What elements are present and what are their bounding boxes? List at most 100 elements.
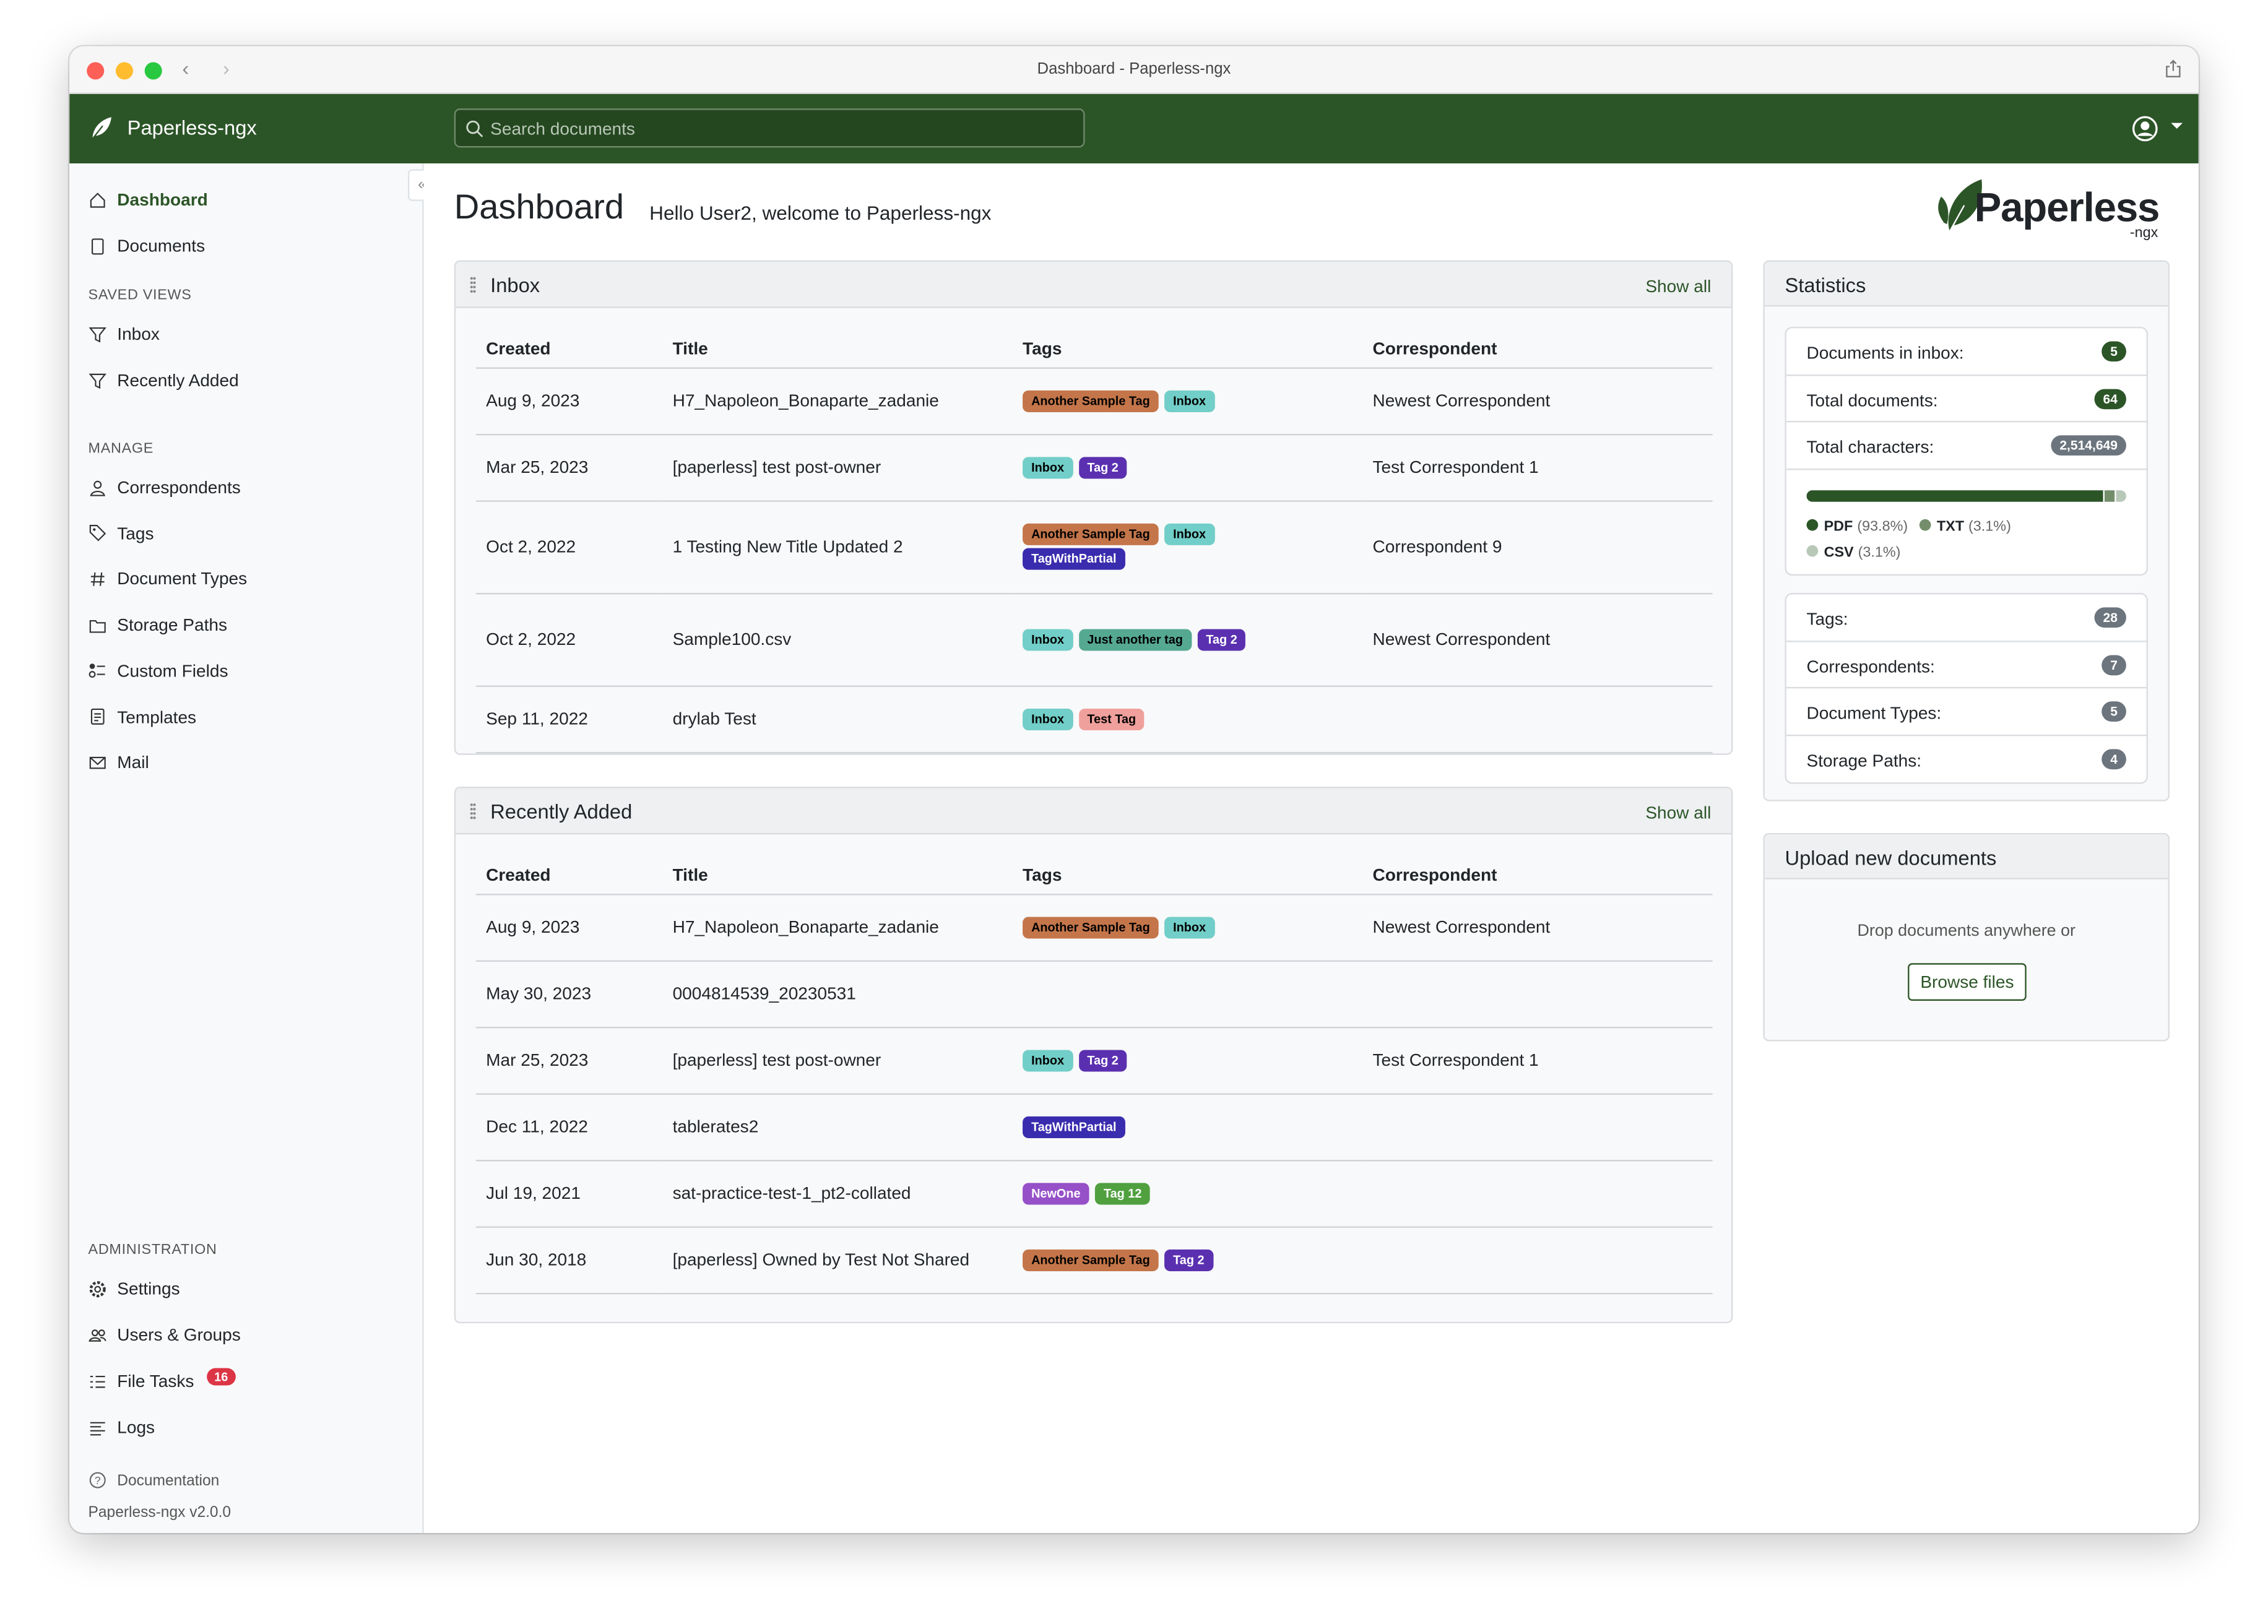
sidebar-item-tags[interactable]: Tags xyxy=(89,523,154,543)
sidebar-item-logs[interactable]: Logs xyxy=(89,1417,155,1438)
tag-badge[interactable]: Inbox xyxy=(1023,707,1073,730)
tag-badge[interactable]: TagWithPartial xyxy=(1023,1115,1125,1138)
close-window-button[interactable] xyxy=(87,62,105,80)
cell-correspondent[interactable]: Newest Correspondent xyxy=(1362,593,1713,686)
sidebar-item-storage-paths[interactable]: Storage Paths xyxy=(89,615,227,635)
tag-badge[interactable]: Inbox xyxy=(1023,628,1073,650)
cell-title[interactable]: drylab Test xyxy=(662,685,1013,753)
tag-badge[interactable]: Test Tag xyxy=(1078,707,1145,730)
sidebar-item-inbox[interactable]: Inbox xyxy=(89,324,160,344)
column-header-tags[interactable]: Tags xyxy=(1012,836,1363,895)
cell-title[interactable]: [paperless] test post-owner xyxy=(662,1027,1013,1094)
tag-badge[interactable]: Inbox xyxy=(1164,916,1215,938)
sidebar-item-recently-added[interactable]: Recently Added xyxy=(89,370,239,391)
table-row[interactable]: Oct 2, 2022 Sample100.csv Inbox Just anothe… xyxy=(475,593,1713,686)
cell-correspondent[interactable]: Newest Correspondent xyxy=(1362,894,1713,961)
tag-badge[interactable]: Inbox xyxy=(1164,389,1215,412)
table-row[interactable]: Aug 9, 2023 H7_Napoleon_Bonaparte_zadanie… xyxy=(475,367,1713,435)
tag-icon xyxy=(89,525,106,542)
column-header-correspondent[interactable]: Correspondent xyxy=(1362,309,1713,368)
cell-title[interactable]: [paperless] Owned by Test Not Shared xyxy=(662,1226,1013,1294)
cell-title[interactable]: H7_Napoleon_Bonaparte_zadanie xyxy=(662,894,1013,961)
forward-icon[interactable]: › xyxy=(222,56,230,80)
user-menu-caret-icon[interactable] xyxy=(2171,123,2183,135)
sidebar-item-settings[interactable]: Settings xyxy=(89,1279,180,1298)
tag-badge[interactable]: Another Sample Tag xyxy=(1023,523,1159,545)
cell-title[interactable]: Sample100.csv xyxy=(662,593,1013,686)
minimize-window-button[interactable] xyxy=(115,62,133,80)
search-box[interactable] xyxy=(454,108,1085,148)
tag-badge[interactable]: Another Sample Tag xyxy=(1023,1248,1159,1271)
tag-badge[interactable]: TagWithPartial xyxy=(1023,548,1125,570)
cell-correspondent[interactable]: Test Correspondent 1 xyxy=(1362,1027,1713,1094)
brand-name[interactable]: Paperless-ngx xyxy=(127,115,257,139)
sidebar-item-templates[interactable]: Templates xyxy=(89,706,196,727)
column-header-created[interactable]: Created xyxy=(475,836,663,895)
cell-correspondent[interactable]: Newest Correspondent xyxy=(1362,367,1713,435)
drag-handle-icon[interactable] xyxy=(470,276,476,294)
tag-badge[interactable]: Tag 2 xyxy=(1078,1049,1127,1071)
sidebar-item-users-groups[interactable]: Users & Groups xyxy=(89,1324,241,1345)
cell-correspondent[interactable]: Correspondent 9 xyxy=(1362,500,1713,594)
sidebar-item-correspondents[interactable]: Correspondents xyxy=(89,477,241,498)
inbox-show-all-link[interactable]: Show all xyxy=(1645,276,1712,297)
documentation-link[interactable]: ? Documentation xyxy=(89,1471,219,1489)
tag-badge[interactable]: Tag 2 xyxy=(1164,1248,1213,1271)
table-row[interactable]: Aug 9, 2023 H7_Napoleon_Bonaparte_zadanie… xyxy=(475,894,1713,961)
table-row[interactable]: Jun 30, 2018 [paperless] Owned by Test No… xyxy=(475,1226,1713,1294)
table-row[interactable]: Jul 19, 2021 sat-practice-test-1_pt2-coll… xyxy=(475,1160,1713,1227)
sidebar-item-file-tasks[interactable]: File Tasks 16 xyxy=(89,1368,235,1391)
tag-badge[interactable]: NewOne xyxy=(1023,1182,1089,1204)
table-row[interactable]: Oct 2, 2022 1 Testing New Title Updated 2… xyxy=(475,500,1713,594)
column-header-correspondent[interactable]: Correspondent xyxy=(1362,836,1713,895)
tag-badge[interactable]: Another Sample Tag xyxy=(1023,916,1159,938)
cell-tags: Inbox Tag 2 xyxy=(1012,434,1363,501)
zoom-window-button[interactable] xyxy=(144,62,162,80)
table-row[interactable]: Mar 25, 2023 [paperless] test post-owner I… xyxy=(475,434,1713,501)
tag-badge[interactable]: Inbox xyxy=(1023,456,1073,478)
search-input[interactable] xyxy=(490,110,1069,147)
cell-title[interactable]: 1 Testing New Title Updated 2 xyxy=(662,500,1013,594)
tag-badge[interactable]: Tag 2 xyxy=(1078,456,1127,478)
cell-correspondent[interactable] xyxy=(1362,960,1713,1028)
user-avatar-icon[interactable] xyxy=(2132,116,2158,142)
cell-correspondent[interactable]: Test Correspondent 1 xyxy=(1362,434,1713,501)
share-icon[interactable] xyxy=(2165,59,2181,78)
cell-correspondent[interactable] xyxy=(1362,1160,1713,1227)
tag-badge[interactable]: Inbox xyxy=(1023,1049,1073,1071)
tag-badge[interactable]: Another Sample Tag xyxy=(1023,389,1159,412)
cell-title[interactable]: sat-practice-test-1_pt2-collated xyxy=(662,1160,1013,1227)
logo-subtext: -ngx xyxy=(2129,225,2158,242)
column-header-title[interactable]: Title xyxy=(662,836,1013,895)
cell-title[interactable]: H7_Napoleon_Bonaparte_zadanie xyxy=(662,367,1013,435)
sidebar-item-mail[interactable]: Mail xyxy=(89,753,149,772)
cell-title[interactable]: tablerates2 xyxy=(662,1093,1013,1161)
cell-correspondent[interactable] xyxy=(1362,685,1713,753)
back-icon[interactable]: ‹ xyxy=(182,56,189,80)
cell-tags: Another Sample Tag Inbox xyxy=(1012,894,1363,961)
table-row[interactable]: Sep 11, 2022 drylab Test Inbox Test Tag xyxy=(475,685,1713,753)
drag-handle-icon[interactable] xyxy=(470,802,476,820)
cell-title[interactable]: 0004814539_20230531 xyxy=(662,960,1013,1028)
cell-title[interactable]: [paperless] test post-owner xyxy=(662,434,1013,501)
cell-correspondent[interactable] xyxy=(1362,1093,1713,1161)
tag-badge[interactable]: Tag 12 xyxy=(1094,1182,1151,1204)
sidebar-item-documents[interactable]: Documents xyxy=(89,236,205,256)
sidebar-item-custom-fields[interactable]: Custom Fields xyxy=(89,660,228,681)
sidebar-item-dashboard[interactable]: Dashboard xyxy=(89,189,208,210)
tag-badge[interactable]: Tag 2 xyxy=(1197,628,1246,650)
sidebar-item-document-types[interactable]: Document Types xyxy=(89,569,247,589)
table-row[interactable]: Mar 25, 2023 [paperless] test post-owner I… xyxy=(475,1027,1713,1094)
table-row[interactable]: May 30, 2023 0004814539_20230531 xyxy=(475,960,1713,1028)
column-header-tags[interactable]: Tags xyxy=(1012,309,1363,368)
recent-show-all-link[interactable]: Show all xyxy=(1645,802,1712,823)
cell-correspondent[interactable] xyxy=(1362,1226,1713,1294)
table-row[interactable]: Dec 11, 2022 tablerates2 TagWithPartial xyxy=(475,1093,1713,1161)
tag-badge[interactable]: Just another tag xyxy=(1078,628,1192,650)
file-type-bar-segment xyxy=(2116,489,2126,501)
tag-badge[interactable]: Inbox xyxy=(1164,523,1215,545)
browse-files-button[interactable]: Browse files xyxy=(1908,963,2027,1001)
column-header-title[interactable]: Title xyxy=(662,309,1013,368)
legend-item: TXT (3.1%) xyxy=(1919,514,2011,540)
column-header-created[interactable]: Created xyxy=(475,309,663,368)
